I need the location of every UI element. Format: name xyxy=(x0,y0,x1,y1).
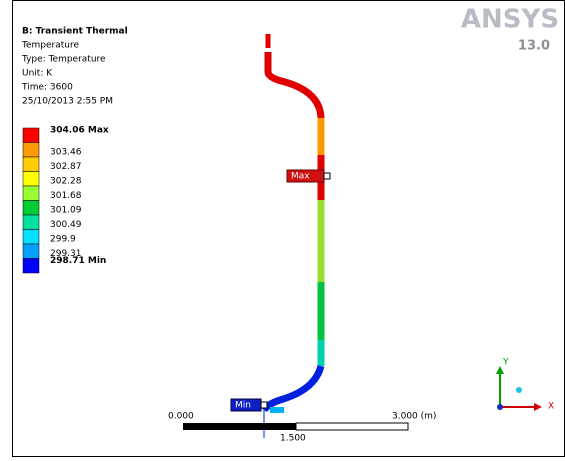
scale-white xyxy=(296,423,408,430)
scale-mid: 1.500 xyxy=(280,434,306,444)
legend-label: 301.68 xyxy=(50,191,82,201)
legend-label: 301.09 xyxy=(50,205,82,215)
legend-label: 304.06 Max xyxy=(50,126,109,136)
legend-label: 302.28 xyxy=(50,176,82,186)
logo: ANSYS xyxy=(461,5,559,35)
scale-black xyxy=(183,423,296,430)
triad-ball xyxy=(516,387,522,393)
legend-label: 300.49 xyxy=(50,220,82,230)
max-pin xyxy=(324,173,330,179)
header-line: Time: 3600 xyxy=(21,83,73,93)
viewport: B: Transient Thermal Temperature Type: Te… xyxy=(0,0,565,457)
min-label: Min xyxy=(235,401,251,411)
legend-swatch xyxy=(23,215,39,230)
legend-swatch xyxy=(23,143,39,158)
header-line: Type: Temperature xyxy=(21,55,106,65)
legend-swatch xyxy=(23,157,39,172)
triad-x-label: X xyxy=(548,402,554,412)
legend-swatch xyxy=(23,186,39,201)
triad-z xyxy=(497,404,503,410)
version: 13.0 xyxy=(518,39,550,54)
legend-label: 303.46 xyxy=(50,147,82,157)
legend-swatch xyxy=(23,201,39,216)
legend-swatch xyxy=(23,259,39,274)
max-label: Max xyxy=(291,172,310,182)
legend-swatch xyxy=(23,230,39,245)
header-line: Temperature xyxy=(21,41,79,51)
legend-swatch xyxy=(23,172,39,187)
legend-label: 298.71 Min xyxy=(50,256,106,266)
scale-end: 3.000 (m) xyxy=(392,412,436,422)
header-line: 25/10/2013 2:55 PM xyxy=(22,97,113,107)
legend-swatch xyxy=(23,244,39,259)
page: B: Transient Thermal Temperature Type: Te… xyxy=(0,0,565,457)
legend-label: 302.87 xyxy=(50,162,82,172)
frame xyxy=(13,1,565,457)
triad-y-label: Y xyxy=(502,358,509,368)
result-title: B: Transient Thermal xyxy=(22,27,128,37)
legend-swatch xyxy=(23,128,39,143)
min-pin xyxy=(261,402,267,408)
header-line: Unit: K xyxy=(22,69,53,79)
legend-label: 299.9 xyxy=(50,234,76,244)
scale-start: 0.000 xyxy=(168,412,194,422)
